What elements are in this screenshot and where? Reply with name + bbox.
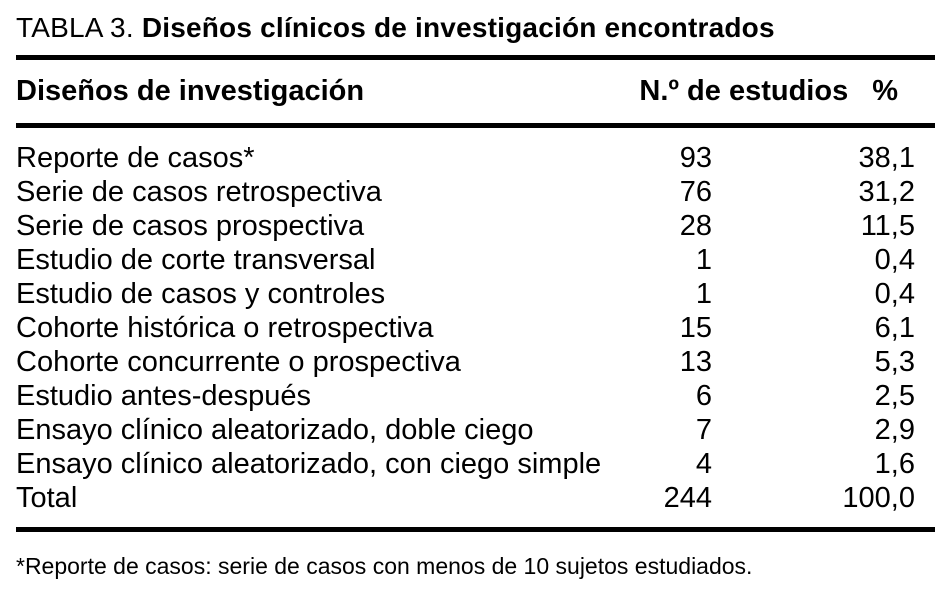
- table-row: Serie de casos prospectiva 28 11,5: [16, 209, 935, 243]
- cell-percent: 2,5: [874, 380, 915, 412]
- top-rule: [16, 55, 935, 60]
- table-row: Estudio antes-después 6 2,5: [16, 379, 935, 413]
- column-header-design: Diseños de investigación: [16, 75, 365, 107]
- table-caption-title: Diseños clínicos de investigación encont…: [141, 12, 775, 43]
- cell-percent: 38,1: [858, 142, 915, 174]
- cell-design: Ensayo clínico aleatorizado, doble ciego: [16, 414, 534, 446]
- table-caption: TABLA 3. Diseños clínicos de investigació…: [16, 12, 935, 44]
- table-row: Estudio de corte transversal 1 0,4: [16, 243, 935, 277]
- cell-n-estudios: 93: [679, 142, 712, 174]
- cell-percent: 11,5: [860, 210, 915, 242]
- table-row: Serie de casos retrospectiva 76 31,2: [16, 175, 935, 209]
- cell-percent: 6,1: [874, 312, 915, 344]
- cell-n-estudios: 1: [695, 278, 712, 310]
- table-header-row: Diseños de investigación N.º de estudios…: [16, 60, 935, 123]
- cell-design: Estudio de corte transversal: [16, 244, 376, 276]
- cell-n-estudios: 15: [679, 312, 712, 344]
- table-body: Reporte de casos* 93 38,1 Serie de casos…: [16, 141, 935, 515]
- table-row: Reporte de casos* 93 38,1: [16, 141, 935, 175]
- cell-design: Estudio de casos y controles: [16, 278, 386, 310]
- table-row: Ensayo clínico aleatorizado, doble ciego…: [16, 413, 935, 447]
- cell-n-estudios: 4: [695, 448, 712, 480]
- cell-percent: 2,9: [874, 414, 915, 446]
- bottom-rule: [16, 527, 935, 532]
- header-rule: [16, 123, 935, 128]
- cell-percent: 100,0: [842, 482, 915, 514]
- cell-n-estudios: 6: [695, 380, 712, 412]
- column-header-n-estudios: N.º de estudios: [639, 75, 849, 107]
- table-row: Estudio de casos y controles 1 0,4: [16, 277, 935, 311]
- column-header-percent: %: [872, 75, 898, 107]
- cell-design: Reporte de casos*: [16, 142, 255, 174]
- table-row: Cohorte concurrente o prospectiva 13 5,3: [16, 345, 935, 379]
- cell-n-estudios: 28: [679, 210, 712, 242]
- cell-n-estudios: 244: [663, 482, 712, 514]
- cell-n-estudios: 13: [679, 346, 712, 378]
- cell-n-estudios: 1: [695, 244, 712, 276]
- cell-design: Estudio antes-después: [16, 380, 312, 412]
- cell-design: Serie de casos retrospectiva: [16, 176, 382, 208]
- cell-design: Ensayo clínico aleatorizado, con ciego s…: [16, 448, 602, 480]
- cell-design: Serie de casos prospectiva: [16, 210, 365, 242]
- cell-percent: 5,3: [874, 346, 915, 378]
- cell-percent: 1,6: [874, 448, 915, 480]
- cell-n-estudios: 76: [679, 176, 712, 208]
- cell-design: Cohorte concurrente o prospectiva: [16, 346, 461, 378]
- table-footnote: *Reporte de casos: serie de casos con me…: [16, 553, 753, 579]
- cell-percent: 31,2: [858, 176, 915, 208]
- cell-percent: 0,4: [874, 278, 915, 310]
- table-row-total: Total 244 100,0: [16, 481, 935, 515]
- cell-design: Total: [16, 482, 78, 514]
- cell-percent: 0,4: [874, 244, 915, 276]
- table-row: Cohorte histórica o retrospectiva 15 6,1: [16, 311, 935, 345]
- table-caption-number: TABLA 3.: [16, 12, 134, 43]
- cell-design: Cohorte histórica o retrospectiva: [16, 312, 434, 344]
- cell-n-estudios: 7: [695, 414, 712, 446]
- table-row: Ensayo clínico aleatorizado, con ciego s…: [16, 447, 935, 481]
